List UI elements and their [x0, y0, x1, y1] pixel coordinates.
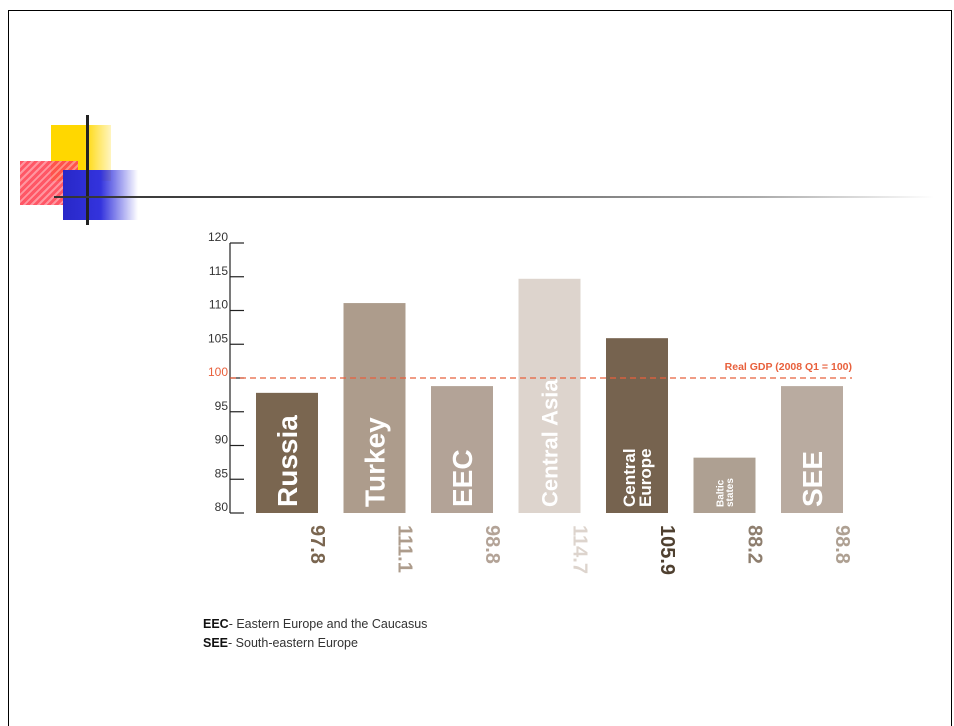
- bar: [256, 392, 318, 513]
- bar: [431, 386, 493, 513]
- bar: [693, 457, 756, 513]
- category-label: Central: [620, 448, 639, 507]
- y-tick-label: 120: [208, 230, 228, 244]
- value-label: 111.1: [394, 525, 416, 573]
- y-tick-label: 85: [215, 466, 229, 480]
- y-tick-label: 105: [208, 331, 228, 345]
- bar: [518, 278, 581, 513]
- category-label: states: [725, 478, 736, 507]
- legend-text: - Eastern Europe and the Caucasus: [228, 617, 428, 631]
- value-label: 98.8: [831, 525, 853, 564]
- value-label: 97.8: [306, 525, 328, 564]
- legend-item-see: SEE- South-eastern Europe: [203, 636, 358, 650]
- bar: [781, 386, 843, 513]
- category-label: Europe: [636, 448, 655, 507]
- bar: [606, 338, 668, 513]
- category-label: Baltic: [715, 479, 726, 507]
- y-tick-label: 115: [209, 264, 228, 278]
- decor-horizontal-line: [54, 196, 934, 198]
- legend-abbr: EEC: [203, 617, 229, 631]
- decor-vertical-line: [86, 115, 89, 225]
- y-axis: 80 85 90 95 100 105 110 115 120: [208, 230, 244, 514]
- slide-frame: [8, 10, 952, 726]
- y-tick-label: 90: [215, 433, 229, 447]
- y-tick-label: 95: [215, 399, 229, 413]
- reference-line-group: Real GDP (2008 Q1 = 100): [230, 361, 852, 379]
- category-label: Russia: [272, 415, 303, 507]
- legend-text: - South-eastern Europe: [228, 636, 358, 650]
- y-tick-label: 110: [209, 298, 228, 312]
- category-label: Turkey: [360, 417, 391, 507]
- reference-line-label: Real GDP (2008 Q1 = 100): [725, 361, 852, 373]
- legend-abbr: SEE: [203, 636, 229, 650]
- value-label: 88.2: [744, 525, 766, 564]
- value-label: 105.9: [656, 525, 678, 575]
- decor-blue-square: [63, 170, 138, 220]
- y-tick-label: 80: [215, 500, 229, 514]
- value-label: 114.7: [569, 525, 591, 574]
- category-label: SEE: [797, 451, 828, 507]
- value-label: 98.8: [481, 525, 503, 564]
- legend-item-eec: EEC- Eastern Europe and the Caucasus: [203, 617, 427, 631]
- bar: [343, 303, 406, 513]
- y-tick-label: 100: [208, 365, 228, 379]
- category-label: Central Asia: [537, 379, 562, 507]
- category-label: EEC: [447, 449, 478, 507]
